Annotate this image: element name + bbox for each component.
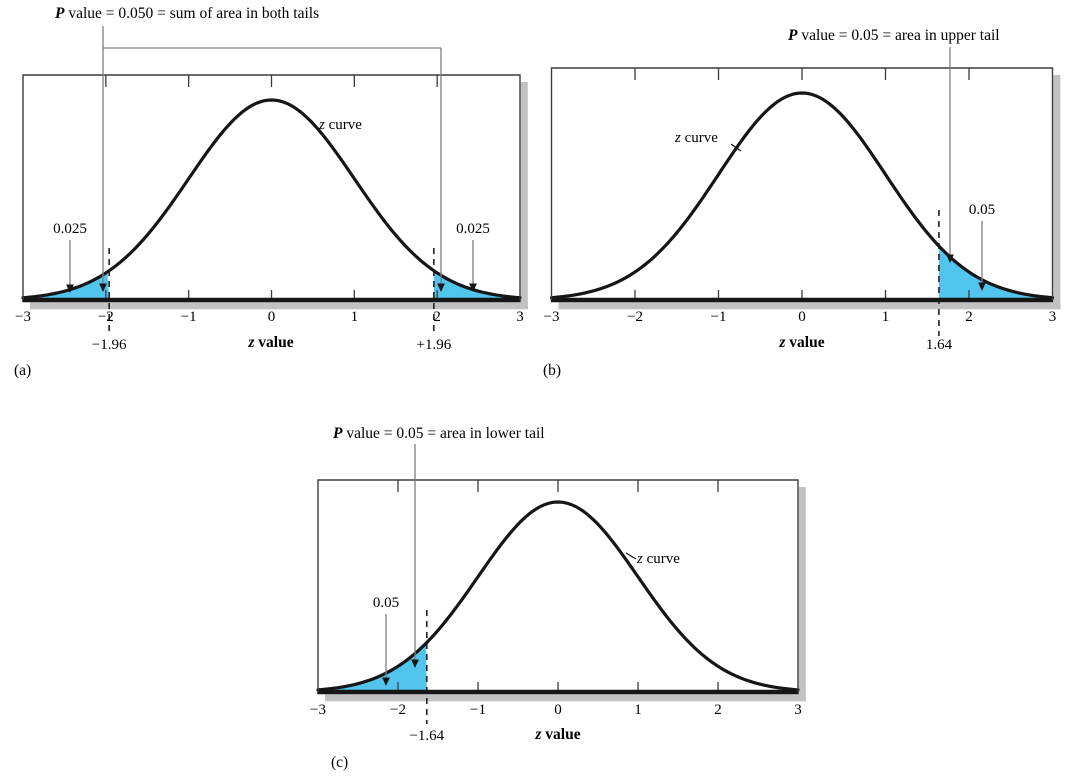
annotation-text: value = 0.050 = sum of area in both tail… (64, 5, 320, 22)
shaded-tail-area (433, 270, 520, 300)
tail-area-label: 0.05 (968, 202, 996, 218)
panel-b-curve-label: z curve (675, 130, 718, 147)
x-tick-label: −1 (180, 309, 197, 325)
arrowhead-icon (437, 283, 445, 292)
curve-label-leader-line (730, 143, 742, 152)
x-tick-label: 1 (881, 309, 890, 325)
p-value-italic: P (55, 5, 65, 22)
x-tick-label: 0 (554, 702, 562, 718)
box-shadow-bottom (558, 302, 1061, 310)
x-tick-label: −2 (627, 309, 643, 325)
x-tick-label: −3 (310, 702, 326, 718)
x-tick-label: 3 (1048, 309, 1057, 325)
curve-label-text: curve (324, 117, 362, 133)
panel-b-annotation: P value = 0.05 = area in upper tail (788, 27, 1000, 44)
z-italic: z (535, 726, 542, 743)
x-tick-label: −2 (390, 702, 406, 718)
panel-b-letter: (b) (543, 362, 562, 379)
z-curve-path (21, 98, 522, 300)
panel-a-annotation: P value = 0.050 = sum of area in both ta… (55, 5, 319, 22)
axis-label-text: value (541, 726, 581, 743)
panel-c-letter: (c) (331, 754, 349, 771)
box-shadow-right (520, 82, 528, 310)
panel-c-axis-label: z value (535, 726, 580, 743)
panel-c-curve-label: z curve (637, 551, 680, 568)
panel-c-graphics (316, 444, 806, 724)
tail-area-label: 0.05 (372, 595, 400, 611)
box-shadow-bottom (325, 694, 806, 702)
x-tick-label: 2 (965, 309, 973, 325)
box-shadow-bottom (30, 302, 528, 310)
panel-b-graphics (549, 47, 1061, 336)
curve-label-text: curve (680, 130, 718, 146)
panel-a-graphics (21, 26, 528, 336)
x-tick-label: 0 (798, 309, 806, 325)
critical-value-label: −1.64 (409, 728, 445, 744)
arrowhead-icon (66, 284, 74, 293)
x-tick-label: −2 (97, 309, 114, 325)
arrowhead-icon (946, 254, 954, 263)
z-curve-path (316, 500, 800, 692)
annotation-text: value = 0.05 = area in lower tail (342, 425, 545, 442)
annotation-text: value = 0.05 = area in upper tail (797, 27, 1000, 44)
curve-label-leader-line (625, 552, 637, 560)
x-tick-label: 3 (516, 309, 524, 325)
x-tick-label: 2 (714, 702, 722, 718)
x-tick-label: −3 (543, 309, 560, 325)
shaded-tail-area (938, 246, 1053, 300)
z-italic: z (248, 334, 255, 351)
shaded-tail-area (318, 643, 427, 692)
axis-label-text: value (785, 334, 825, 351)
arrowhead-icon (978, 282, 986, 291)
arrowhead-icon (382, 677, 390, 686)
z-italic: z (637, 551, 643, 567)
p-value-italic: P (788, 27, 798, 44)
panel-a-axis-label: z value (248, 334, 293, 351)
z-italic: z (319, 117, 325, 133)
box-shadow-right (798, 487, 806, 702)
critical-value-label: 1.64 (925, 337, 953, 353)
x-tick-label: 2 (433, 309, 441, 325)
x-tick-label: 3 (794, 702, 802, 718)
shaded-tail-area (23, 271, 110, 300)
x-tick-label: 0 (267, 309, 276, 325)
critical-value-label: +1.96 (416, 337, 452, 353)
panel-a-curve-label: z curve (319, 117, 362, 134)
z-curve-path (549, 91, 1055, 300)
curve-label-text: curve (642, 551, 680, 567)
axis-label-text: value (254, 334, 294, 351)
x-tick-label: 1 (350, 309, 359, 325)
p-value-italic: P (333, 425, 343, 442)
arrowhead-icon (469, 283, 477, 292)
x-tick-label: 1 (634, 702, 642, 718)
x-tick-label: −1 (470, 702, 486, 718)
arrowhead-icon (99, 283, 107, 292)
z-italic: z (675, 130, 681, 146)
panel-a-letter: (a) (14, 362, 32, 379)
z-italic: z (779, 334, 786, 351)
x-tick-label: −1 (710, 309, 727, 325)
critical-value-label: −1.96 (91, 337, 127, 353)
arrowhead-icon (411, 659, 419, 668)
tail-area-label: 0.025 (53, 221, 87, 237)
tail-area-label: 0.025 (456, 221, 490, 237)
panel-c-annotation: P value = 0.05 = area in lower tail (333, 425, 545, 442)
panel-b-axis-label: z value (779, 334, 824, 351)
box-shadow-right (1053, 75, 1061, 310)
x-tick-label: −3 (15, 309, 31, 325)
